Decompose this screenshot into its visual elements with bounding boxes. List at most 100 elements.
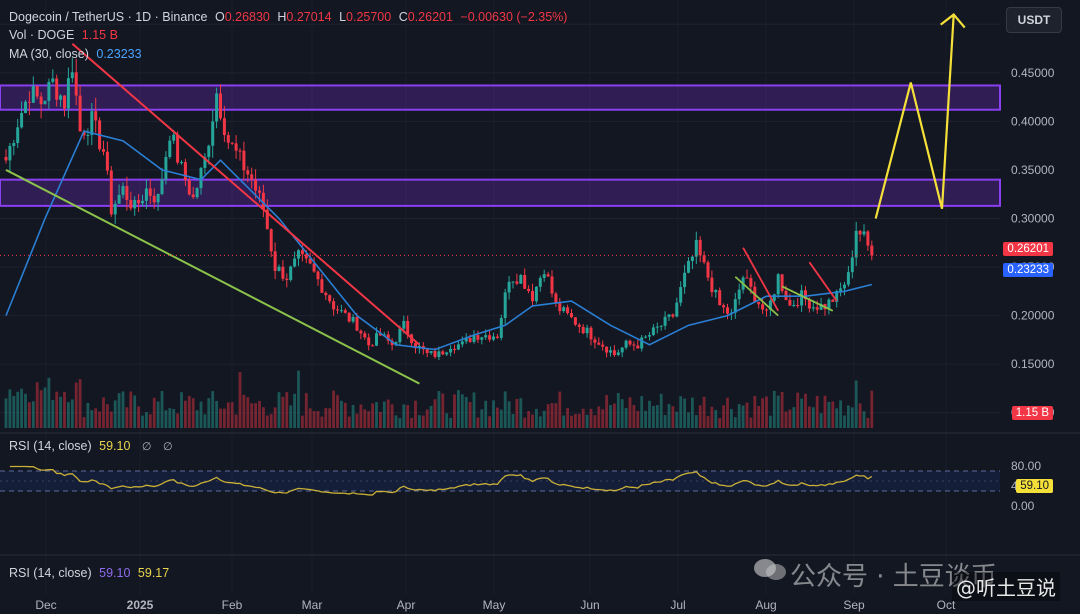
rsi2-value-2: 59.17 xyxy=(137,566,170,580)
resistance-trendline xyxy=(71,42,421,346)
volume-bar xyxy=(137,406,140,428)
support-trendline xyxy=(5,169,420,385)
candle-body xyxy=(827,299,831,310)
rsi-legend-2: RSI (14, close) 59.10 59.17 xyxy=(9,566,173,580)
candle-body xyxy=(109,170,113,215)
volume-bar xyxy=(343,402,347,428)
ma-line xyxy=(5,130,872,351)
volume-bar xyxy=(117,393,121,428)
candle-body xyxy=(168,140,172,157)
candle-body xyxy=(293,258,297,267)
volume-bar xyxy=(511,413,515,428)
volume-bar xyxy=(180,392,183,428)
volume-bar xyxy=(808,406,811,428)
close-label: C xyxy=(398,10,408,24)
candle-body xyxy=(211,121,215,146)
candle-body xyxy=(414,343,417,349)
volume-bar xyxy=(488,416,491,428)
volume-bar xyxy=(207,398,211,428)
candle-body xyxy=(31,86,35,103)
volume-bar xyxy=(125,407,129,428)
candle-body xyxy=(663,316,667,326)
volume-bar xyxy=(574,413,577,428)
candle-body xyxy=(609,350,612,353)
candle-body xyxy=(82,131,86,136)
candle-body xyxy=(866,231,870,246)
candle-body xyxy=(222,118,226,136)
volume-bar xyxy=(421,415,425,428)
candle-body xyxy=(800,290,804,306)
candle-body xyxy=(47,81,51,101)
candle-body xyxy=(308,258,312,264)
volume-bar xyxy=(63,392,66,428)
volume-bar xyxy=(702,396,706,428)
candle-body xyxy=(172,134,176,141)
volume-bar xyxy=(847,405,850,428)
candle-body xyxy=(503,292,507,318)
volume-bar xyxy=(811,407,815,428)
time-tick-label: Apr xyxy=(397,598,416,612)
candle-body xyxy=(726,307,729,314)
volume-bar xyxy=(359,404,363,428)
candle-body xyxy=(382,334,386,336)
volume-bar xyxy=(410,417,413,428)
candle-body xyxy=(562,307,566,312)
candle-body xyxy=(394,342,398,346)
volume-bar xyxy=(425,409,429,428)
candle-body xyxy=(297,250,300,259)
high-value: 0.27014 xyxy=(286,10,332,24)
candle-body xyxy=(343,310,347,313)
candle-body xyxy=(718,290,722,306)
candle-body xyxy=(456,344,460,350)
candle-body xyxy=(90,111,94,136)
candle-body xyxy=(745,277,749,279)
candle-body xyxy=(351,316,355,322)
volume-bar xyxy=(605,395,608,428)
currency-button[interactable]: USDT xyxy=(1006,7,1062,33)
volume-bar xyxy=(499,409,503,428)
watermark-brand: @听土豆说 xyxy=(952,572,1060,601)
volume-bar xyxy=(694,415,698,428)
candle-body xyxy=(207,145,211,158)
candle-body xyxy=(460,341,464,345)
candle-body xyxy=(347,312,351,322)
volume-bar xyxy=(515,398,519,428)
candle-body xyxy=(585,327,589,334)
volume-bar xyxy=(613,403,616,428)
volume-bar xyxy=(219,408,222,428)
volume-bar xyxy=(184,400,187,428)
rsi-legend: RSI (14, close) 59.10 ∅ ∅ xyxy=(9,439,177,453)
volume-bar xyxy=(460,394,464,428)
volume-bar xyxy=(628,397,632,428)
candle-body xyxy=(24,101,27,114)
volume-bar xyxy=(788,409,792,428)
volume-bar xyxy=(4,398,8,428)
candle-body xyxy=(43,100,47,105)
volume-bar xyxy=(585,414,589,428)
candle-body xyxy=(144,188,148,201)
chart-header-ohlc: Dogecoin / TetherUS · 1D · Binance O0.26… xyxy=(9,10,571,24)
volume-bar xyxy=(620,399,624,428)
candle-body xyxy=(133,200,137,209)
candle-body xyxy=(714,290,718,293)
volume-bar xyxy=(854,380,858,428)
volume-bar xyxy=(839,400,842,428)
volume-bar xyxy=(8,389,12,428)
volume-bar xyxy=(609,405,612,428)
volume-bar xyxy=(24,393,27,428)
candle-body xyxy=(250,174,254,180)
volume-bar xyxy=(784,411,788,428)
candle-body xyxy=(254,179,258,191)
volume-bar xyxy=(655,405,659,428)
volume-bar xyxy=(737,404,741,428)
volume-bar xyxy=(597,406,601,428)
candle-body xyxy=(570,313,573,318)
volume-bar xyxy=(176,413,179,428)
candle-body xyxy=(35,86,39,97)
candle-body xyxy=(601,344,605,347)
volume-bar xyxy=(527,411,530,428)
rsi2-value-1: 59.10 xyxy=(99,566,131,580)
price-tick-label: 0.30000 xyxy=(1011,212,1055,226)
candle-body xyxy=(398,328,402,343)
